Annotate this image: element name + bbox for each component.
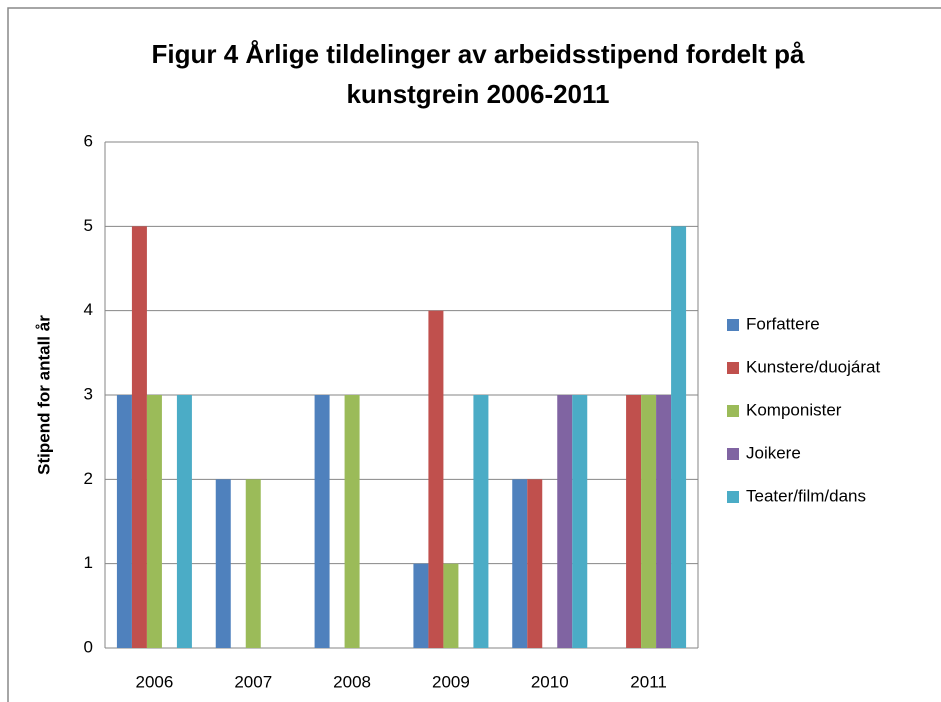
x-tick-label: 2010 xyxy=(531,672,569,691)
bar xyxy=(215,479,231,648)
legend-swatch xyxy=(727,405,739,417)
x-tick-label: 2011 xyxy=(630,672,667,691)
y-tick-label: 0 xyxy=(84,637,93,656)
legend-label: Kunstere/duojárat xyxy=(746,357,880,376)
bar xyxy=(656,395,672,648)
bar xyxy=(428,310,444,648)
bar xyxy=(671,226,687,649)
bar xyxy=(413,563,429,648)
x-tick-label: 2009 xyxy=(432,672,470,691)
bar xyxy=(527,479,543,648)
x-tick-label: 2008 xyxy=(333,672,371,691)
y-tick-label: 3 xyxy=(84,384,93,403)
bar xyxy=(116,395,132,648)
legend-label: Teater/film/dans xyxy=(746,486,866,505)
legend-swatch xyxy=(727,491,739,503)
legend-label: Forfattere xyxy=(746,314,820,333)
bar xyxy=(131,226,147,649)
bar xyxy=(473,395,489,648)
legend-label: Komponister xyxy=(746,400,842,419)
bar xyxy=(176,395,192,648)
legend-swatch xyxy=(727,448,739,460)
x-tick-label: 2006 xyxy=(136,672,174,691)
y-tick-label: 1 xyxy=(84,553,93,572)
bar xyxy=(443,563,459,648)
bar xyxy=(512,479,528,648)
bar xyxy=(344,395,360,648)
bar xyxy=(626,395,642,648)
bar xyxy=(641,395,657,648)
chart-title: kunstgrein 2006-2011 xyxy=(346,79,609,109)
y-tick-label: 2 xyxy=(84,469,93,488)
legend-label: Joikere xyxy=(746,443,801,462)
y-axis-label: Stipend for antall år xyxy=(34,315,53,475)
legend-swatch xyxy=(727,362,739,374)
bar xyxy=(146,395,162,648)
bar xyxy=(557,395,573,648)
y-tick-label: 4 xyxy=(84,300,93,319)
bar xyxy=(572,395,588,648)
chart-title: Figur 4 Årlige tildelinger av arbeidssti… xyxy=(151,39,805,69)
bar xyxy=(314,395,330,648)
x-tick-label: 2007 xyxy=(234,672,272,691)
legend-swatch xyxy=(727,319,739,331)
y-tick-label: 6 xyxy=(84,131,93,150)
y-tick-label: 5 xyxy=(84,216,93,235)
bar xyxy=(245,479,261,648)
